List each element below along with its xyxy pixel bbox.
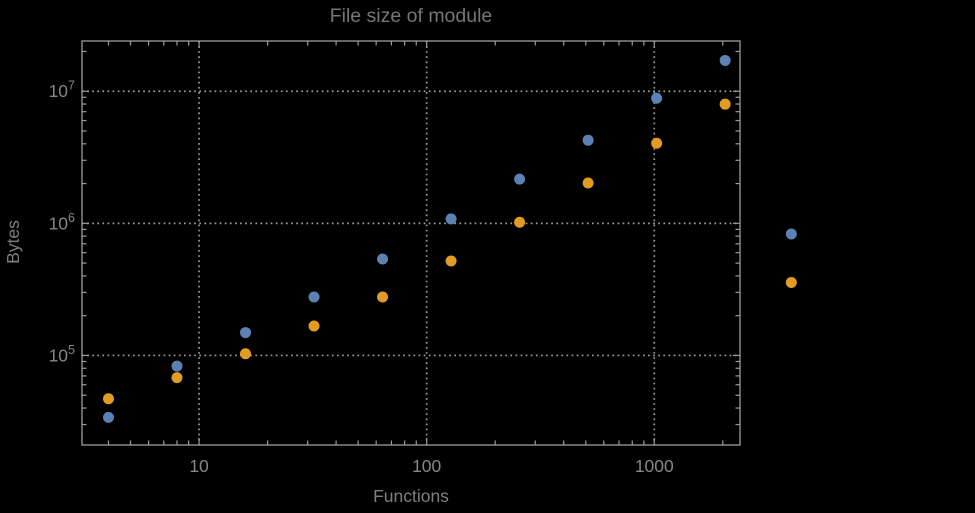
series-1-blue-point — [377, 253, 389, 265]
y-tick-label: 105 — [49, 343, 75, 366]
series-1-blue-point — [785, 228, 797, 240]
plot-frame — [81, 40, 741, 446]
series-2-orange-point — [582, 177, 594, 189]
series-2-orange-point — [308, 320, 320, 332]
series-1-blue-point — [582, 134, 594, 146]
x-tick-label: 1000 — [635, 456, 674, 476]
series-1-blue-point — [651, 92, 663, 104]
series-2-orange-point — [651, 137, 663, 149]
series-1-blue-point — [102, 411, 114, 423]
x-axis-label: Functions — [373, 486, 449, 506]
series-1-blue-point — [514, 173, 526, 185]
chart-title: File size of module — [329, 5, 493, 27]
y-tick-label: 106 — [49, 211, 75, 234]
series-2-orange-point — [377, 291, 389, 303]
x-tick-label: 100 — [412, 456, 441, 476]
x-tick-label: 10 — [189, 456, 209, 476]
series-2-orange-point — [240, 348, 252, 360]
series-1-blue-point — [445, 213, 457, 225]
y-tick-label: 107 — [49, 79, 75, 102]
series-2-orange-point — [445, 255, 457, 267]
series-1-blue-point — [719, 54, 731, 66]
series-2-orange-point — [785, 276, 797, 288]
series-2-orange-point — [514, 216, 526, 228]
series-1-blue-point — [240, 327, 252, 339]
series-1-blue-point — [171, 360, 183, 372]
series-2-orange-point — [171, 372, 183, 384]
series-2-orange-point — [102, 393, 114, 405]
series-2-orange-point — [719, 98, 731, 110]
series-1-blue-point — [308, 291, 320, 303]
